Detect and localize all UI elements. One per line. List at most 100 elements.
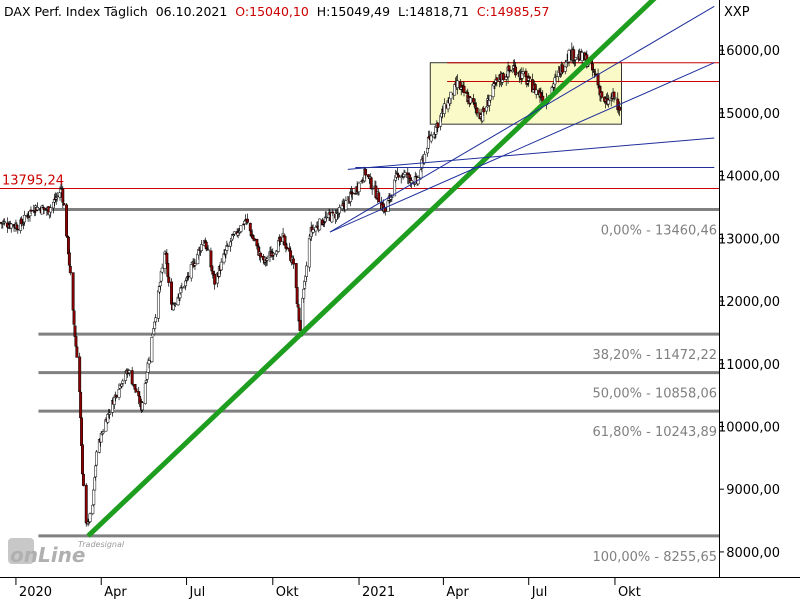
candle bbox=[108, 412, 112, 415]
candle bbox=[72, 310, 76, 325]
candle bbox=[366, 174, 370, 178]
candle bbox=[114, 395, 118, 398]
watermark-small: Tradesignal bbox=[78, 540, 125, 549]
candle bbox=[80, 417, 84, 446]
candle bbox=[515, 72, 518, 74]
symbol-label: XXP bbox=[724, 5, 750, 20]
candle bbox=[296, 304, 300, 308]
candle bbox=[79, 392, 83, 419]
candle bbox=[501, 73, 505, 81]
candle bbox=[213, 274, 217, 285]
candle bbox=[248, 222, 252, 232]
candle bbox=[272, 253, 276, 256]
x-tick-label: Jul bbox=[189, 585, 206, 600]
candle bbox=[554, 75, 558, 78]
low-value: L:14818,71 bbox=[398, 4, 469, 19]
candle bbox=[173, 303, 177, 305]
candle bbox=[186, 275, 190, 278]
candle bbox=[436, 122, 440, 128]
candle bbox=[344, 200, 348, 210]
candle bbox=[78, 356, 82, 393]
y-tick-label: 16000,00 bbox=[718, 44, 780, 59]
main-uptrend bbox=[86, 0, 657, 538]
candle bbox=[618, 106, 622, 111]
candle bbox=[189, 264, 193, 279]
candle bbox=[40, 205, 44, 215]
candle bbox=[75, 346, 79, 358]
x-tick-label: 2021 bbox=[362, 585, 395, 600]
candle bbox=[295, 287, 299, 305]
candle bbox=[255, 239, 259, 247]
candle bbox=[61, 188, 65, 203]
y-tick-label: 15000,00 bbox=[718, 107, 780, 122]
candle bbox=[166, 263, 170, 277]
candle bbox=[243, 220, 247, 225]
candle bbox=[160, 267, 164, 273]
candle bbox=[482, 107, 486, 113]
candle bbox=[92, 489, 96, 505]
fib-0-label: 0,00% - 13460,46 bbox=[601, 223, 717, 238]
candle bbox=[36, 207, 39, 211]
candle bbox=[514, 66, 518, 76]
candle bbox=[403, 172, 407, 175]
candle bbox=[150, 337, 154, 363]
candle bbox=[68, 265, 72, 274]
candle bbox=[180, 287, 184, 289]
candle bbox=[88, 513, 92, 523]
candle bbox=[49, 207, 53, 213]
candle bbox=[74, 336, 78, 347]
candle bbox=[94, 465, 98, 478]
candle bbox=[370, 188, 374, 190]
candle bbox=[225, 245, 229, 251]
candle bbox=[65, 204, 69, 237]
candle bbox=[462, 86, 466, 93]
x-tick-label: Okt bbox=[276, 585, 299, 600]
candle bbox=[252, 238, 256, 241]
candle bbox=[600, 91, 604, 98]
candle bbox=[239, 225, 243, 232]
y-tick-label: 8000,00 bbox=[726, 546, 780, 561]
watermark-badge bbox=[8, 538, 34, 564]
x-tick-label: Apr bbox=[446, 585, 469, 600]
candle bbox=[318, 218, 322, 231]
candle bbox=[16, 228, 20, 231]
candle bbox=[561, 64, 564, 73]
candle bbox=[469, 97, 473, 104]
candle bbox=[29, 209, 33, 212]
candle bbox=[337, 207, 341, 214]
watermark-large: onLine bbox=[10, 543, 85, 567]
candle bbox=[377, 192, 381, 202]
y-tick-label: 11000,00 bbox=[718, 358, 780, 373]
candle bbox=[613, 97, 617, 99]
candle bbox=[456, 80, 459, 88]
candle bbox=[95, 451, 99, 466]
candle bbox=[508, 69, 512, 72]
candle bbox=[81, 473, 85, 486]
candle bbox=[314, 226, 318, 232]
y-tick-label: 10000,00 bbox=[718, 420, 780, 435]
candle bbox=[408, 174, 412, 179]
high-value: H:15049,49 bbox=[316, 4, 391, 19]
candle bbox=[67, 252, 71, 266]
lower-fan-line bbox=[347, 137, 715, 170]
candle bbox=[442, 103, 446, 114]
candle bbox=[178, 293, 182, 299]
candle bbox=[84, 484, 88, 524]
close-value: C:14985,57 bbox=[476, 4, 550, 19]
candle bbox=[91, 504, 95, 514]
candle bbox=[121, 380, 125, 384]
x-tick-label: 2020 bbox=[19, 585, 52, 600]
y-tick-label: 14000,00 bbox=[718, 170, 780, 185]
open-value: O:15040,10 bbox=[235, 4, 309, 19]
candle bbox=[246, 218, 249, 223]
resistance-label: 13795,24 bbox=[2, 173, 64, 188]
candle bbox=[475, 107, 479, 114]
x-tick-label: Apr bbox=[104, 585, 127, 600]
candle bbox=[521, 71, 525, 74]
fib-50-label: 50,00% - 10858,06 bbox=[592, 387, 717, 402]
candle bbox=[298, 320, 302, 331]
candle bbox=[591, 69, 595, 71]
